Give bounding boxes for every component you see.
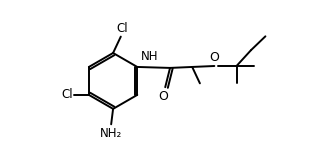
Text: Cl: Cl [62, 88, 74, 101]
Text: O: O [209, 51, 219, 64]
Text: NH: NH [141, 50, 159, 63]
Text: NH₂: NH₂ [100, 127, 122, 140]
Text: Cl: Cl [116, 22, 128, 35]
Text: O: O [158, 89, 168, 103]
